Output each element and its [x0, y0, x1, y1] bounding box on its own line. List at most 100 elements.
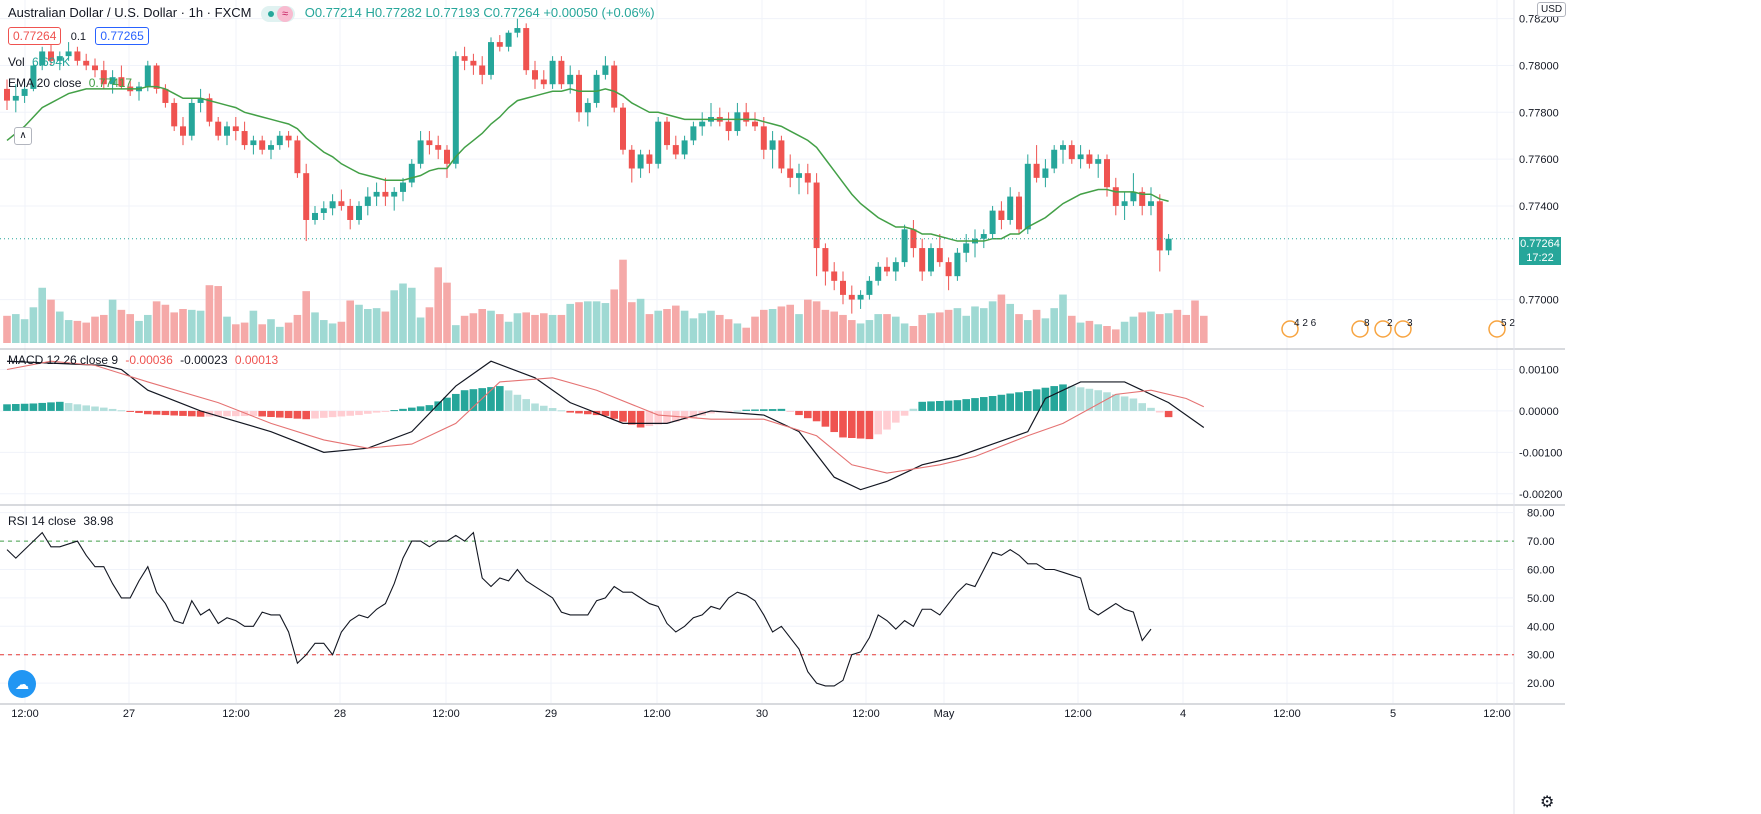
candle-body — [470, 60, 477, 66]
volume-bar — [557, 314, 566, 343]
macd-histogram-bar — [689, 410, 698, 418]
volume-bar — [82, 322, 90, 343]
macd-histogram-bar — [1112, 394, 1120, 411]
macd-histogram-bar — [988, 396, 997, 411]
candle-body — [1051, 149, 1058, 169]
rsi-tick-label: 70.00 — [1527, 536, 1555, 548]
volume-bar — [1156, 314, 1164, 343]
macd-histogram-bar — [372, 410, 381, 413]
candle-body — [558, 60, 565, 85]
candle-body — [276, 135, 283, 146]
volume-bar — [883, 314, 891, 343]
rsi-legend[interactable]: RSI 14 close 38.98 — [8, 514, 113, 528]
volume-bar — [478, 309, 486, 343]
candle-body — [1033, 163, 1040, 178]
macd-histogram-bar — [936, 400, 944, 411]
macd-histogram-bar — [601, 410, 610, 416]
candle-body — [1068, 145, 1075, 160]
macd-histogram-bar — [443, 397, 451, 411]
ema-legend[interactable]: EMA 20 close 0.77417 — [8, 76, 132, 90]
rsi-line — [6, 531, 1152, 687]
event-count-label: 4 2 6 — [1294, 318, 1317, 329]
sell-price-button[interactable]: 0.77264 — [8, 27, 62, 45]
volume-bar — [1059, 294, 1067, 343]
volume-bar — [240, 322, 249, 343]
candle-body — [567, 74, 574, 85]
market-status-pill[interactable]: ≈ — [261, 5, 296, 22]
volume-bar — [777, 306, 786, 343]
candle-body — [39, 51, 46, 66]
price-tick-label: 0.77000 — [1519, 295, 1559, 307]
buy-price-button[interactable]: 0.77265 — [95, 27, 149, 45]
candle-body — [1104, 159, 1110, 188]
volume-bar — [232, 324, 240, 343]
rsi-tick-label: 50.00 — [1527, 593, 1555, 605]
macd-histogram-bar — [733, 410, 742, 412]
event-flag-icon — [1488, 320, 1506, 338]
volume-bar — [293, 314, 302, 343]
candle-body — [21, 88, 28, 96]
macd-histogram-bar — [821, 410, 830, 427]
macd-legend[interactable]: MACD 12 26 close 9 -0.00036 -0.00023 0.0… — [8, 353, 278, 367]
candle-body — [373, 191, 380, 197]
candle-body — [1024, 163, 1031, 230]
macd-histogram-bar — [707, 410, 715, 414]
candle-body — [540, 79, 547, 85]
volume-bar — [733, 323, 742, 343]
macd-histogram-bar — [1032, 389, 1041, 411]
candle-body — [760, 126, 767, 150]
ema-label: EMA 20 close — [8, 76, 82, 90]
macd-histogram-bar — [170, 410, 178, 416]
symbol-title[interactable]: Australian Dollar / U.S. Dollar · 1h · F… — [8, 5, 252, 20]
gear-icon[interactable]: ⚙ — [1540, 794, 1555, 811]
volume-bar — [487, 310, 495, 343]
candle-body — [285, 135, 292, 141]
macd-histogram-bar — [795, 410, 803, 416]
candle-body — [998, 210, 1005, 220]
candle-body — [444, 149, 450, 164]
volume-bar — [1015, 314, 1023, 343]
candle-body — [452, 56, 459, 164]
macd-histogram-bar — [504, 390, 513, 411]
volume-bar — [619, 259, 627, 343]
candle-body — [1130, 191, 1137, 202]
macd-histogram-bar — [390, 410, 398, 412]
candle-body — [769, 140, 776, 150]
macd-histogram-bar — [636, 410, 645, 428]
volume-legend[interactable]: Vol 6.694K — [8, 55, 70, 69]
candle-body — [391, 191, 398, 197]
candle-body — [813, 182, 820, 249]
candle-body — [822, 248, 829, 272]
candle-body — [4, 88, 10, 101]
currency-button[interactable]: USD — [1537, 2, 1567, 17]
macd-histogram-bar — [1094, 390, 1102, 411]
candle-body — [980, 234, 987, 239]
volume-bar — [3, 315, 11, 343]
time-axis-label: 12:00 — [1064, 708, 1092, 720]
macd-histogram-bar — [249, 410, 258, 416]
collapse-legend-button[interactable]: ∧ — [14, 127, 32, 145]
volume-bar — [628, 302, 636, 343]
macd-histogram-bar — [1059, 384, 1067, 411]
ema-line — [6, 85, 1169, 242]
macd-histogram-bar — [997, 394, 1006, 411]
volume-bar — [540, 313, 548, 343]
tradingview-logo-icon[interactable]: ☁ — [8, 670, 36, 698]
rsi-tick-label: 20.00 — [1527, 678, 1555, 690]
rsi-label: RSI 14 close — [8, 514, 77, 528]
macd-tick-label: 0.00000 — [1519, 406, 1559, 418]
candle-body — [232, 126, 239, 132]
price-change: +0.00050 (+0.06%) — [543, 5, 655, 20]
volume-bar — [927, 313, 935, 343]
macd-histogram-bar — [381, 410, 390, 412]
candle-body — [408, 163, 415, 183]
time-axis-label: 30 — [756, 708, 768, 720]
macd-histogram-bar — [108, 408, 117, 411]
candle-body — [1042, 168, 1049, 178]
macd-histogram-bar — [1120, 396, 1129, 411]
candle-body — [1112, 187, 1119, 206]
volume-bar — [460, 315, 469, 343]
candle-body — [1077, 154, 1084, 160]
volume-bar — [531, 314, 539, 343]
